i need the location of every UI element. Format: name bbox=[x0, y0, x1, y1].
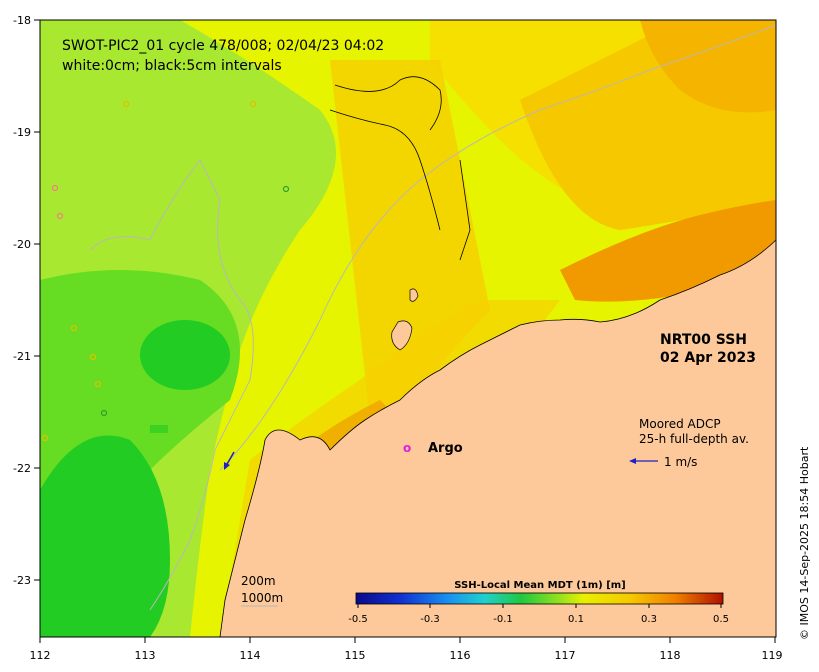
colorbar-tick-label: -0.5 bbox=[348, 614, 368, 625]
x-tick-label: 119 bbox=[762, 649, 783, 662]
x-tick-label: 118 bbox=[660, 649, 681, 662]
x-tick-label: 116 bbox=[450, 649, 471, 662]
adcp-arrow bbox=[225, 451, 235, 467]
bathymetry-contours bbox=[89, 24, 777, 611]
y-tick-label: -18 bbox=[13, 14, 31, 27]
axis-ticks bbox=[34, 19, 776, 643]
colorbar-tick-label: 0.1 bbox=[568, 614, 584, 625]
x-tick-label: 112 bbox=[30, 649, 51, 662]
adcp-scale-arrow-head bbox=[629, 458, 636, 464]
island bbox=[409, 288, 419, 302]
float-markers bbox=[41, 100, 290, 442]
product-name: NRT00 SSH bbox=[660, 332, 747, 348]
adcp-legend-subtitle: 25-h full-depth av. bbox=[639, 432, 749, 446]
colorbar-title: SSH-Local Mean MDT (1m) [m] bbox=[454, 580, 626, 591]
y-tick-label: -20 bbox=[13, 238, 31, 251]
argo-marker: o bbox=[403, 441, 411, 455]
colorbar-tick-label: -0.1 bbox=[493, 614, 513, 625]
imos-credit: © IMOS 14-Sep-2025 18:54 Hobart bbox=[798, 446, 811, 640]
plot-frame bbox=[39, 19, 777, 638]
colorbar-ticks bbox=[357, 604, 722, 608]
colorbar-tick-labels: -0.5 -0.3 -0.1 0.1 0.3 0.5 bbox=[348, 614, 729, 625]
colorbar-tick-label: -0.3 bbox=[420, 614, 440, 625]
x-tick-label: 117 bbox=[555, 649, 576, 662]
adcp-legend-title: Moored ADCP bbox=[639, 417, 721, 431]
x-tick-label: 113 bbox=[135, 649, 156, 662]
colorbar bbox=[355, 592, 724, 605]
y-tick-label: -23 bbox=[13, 574, 31, 587]
y-tick-label: -19 bbox=[13, 126, 31, 139]
adcp-arrow-head bbox=[224, 462, 230, 470]
y-tick-label: -22 bbox=[13, 462, 31, 475]
green-eddy bbox=[140, 320, 230, 390]
colorbar-tick-label: 0.3 bbox=[641, 614, 657, 625]
product-date: 02 Apr 2023 bbox=[660, 350, 756, 366]
depth-1000-label: 1000m bbox=[241, 591, 283, 605]
gold-region-ne bbox=[640, 20, 776, 113]
y-tick-label: -21 bbox=[13, 350, 31, 363]
map-subtitle: white:0cm; black:5cm intervals bbox=[62, 58, 282, 74]
green-region-south bbox=[40, 435, 170, 637]
argo-label: Argo bbox=[428, 441, 463, 456]
ssh-5cm-contours bbox=[329, 76, 471, 261]
y-axis-labels: -18 -19 -20 -21 -22 -23 bbox=[13, 14, 31, 587]
x-axis-labels: 112 113 114 115 116 117 118 119 bbox=[30, 649, 783, 662]
x-tick-label: 114 bbox=[240, 649, 261, 662]
map-title: SWOT-PIC2_01 cycle 478/008; 02/04/23 04:… bbox=[62, 38, 384, 54]
colorbar-tick-label: 0.5 bbox=[713, 614, 729, 625]
adcp-scale-label: 1 m/s bbox=[664, 455, 697, 469]
depth-200-label: 200m bbox=[241, 574, 276, 588]
land-mass bbox=[219, 239, 777, 638]
island bbox=[391, 320, 413, 351]
x-tick-label: 115 bbox=[345, 649, 366, 662]
